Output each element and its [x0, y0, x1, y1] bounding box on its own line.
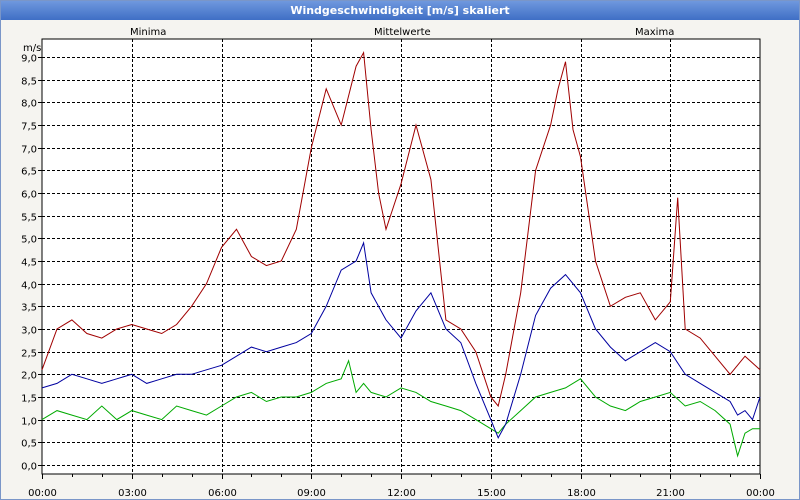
y-tick-label: 5,5	[21, 213, 37, 224]
y-tick-label: 4,5	[21, 258, 37, 269]
x-tick-time: 15:00	[477, 488, 506, 498]
x-tick-time: 09:00	[297, 488, 326, 498]
y-tick-label: 9,0	[21, 54, 37, 65]
y-tick-label: 6,0	[21, 190, 37, 201]
y-tick-label: 2,0	[21, 371, 37, 382]
legend-minima: Minima	[130, 27, 166, 38]
x-tick-time: 21:00	[656, 488, 685, 498]
grid	[42, 39, 760, 474]
x-tick-time: 12:00	[387, 488, 416, 498]
y-axis-label: m/s	[23, 43, 41, 54]
y-axis: 9,0 8,5 8,0 7,5 7,0 6,5 6,0 5,5 5,0 4,5 4,0 3,5 3,0 2…	[21, 54, 42, 473]
legend-mittelwerte: Mittelwerte	[374, 27, 431, 38]
x-tick-time: 00:00	[28, 488, 57, 498]
x-tick-time: 06:00	[208, 488, 237, 498]
y-tick-label: 6,5	[21, 167, 37, 178]
series-line-mittelwerte	[41, 241, 761, 439]
y-tick-label: 8,5	[21, 77, 37, 88]
y-tick-label: 4,0	[21, 281, 37, 292]
y-tick-label: 2,5	[21, 349, 37, 360]
y-tick-label: 0,0	[21, 462, 37, 473]
y-tick-label: 3,5	[21, 303, 37, 314]
x-tick-time: 03:00	[118, 488, 147, 498]
y-tick-label: 1,0	[21, 417, 37, 428]
y-tick-label: 8,0	[21, 99, 37, 110]
x-axis: 00:0018.08.1303:0018.08.1306:0018.08.130…	[28, 474, 775, 498]
window-title: Windgeschwindigkeit [m/s] skaliert	[1, 1, 799, 20]
series-line-maxima	[41, 50, 761, 408]
y-tick-label: 7,5	[21, 122, 37, 133]
chart-svg: 9,0 8,5 8,0 7,5 7,0 6,5 6,0 5,5 5,0 4,5 4,0 3,5 3,0 2…	[21, 27, 775, 498]
series-lines	[41, 50, 761, 458]
y-tick-label: 7,0	[21, 145, 37, 156]
y-tick-label: 3,0	[21, 326, 37, 337]
x-tick-time: 00:00	[746, 488, 775, 498]
series-line-minima	[41, 359, 760, 458]
y-tick-label: 5,0	[21, 235, 37, 246]
y-tick-label: 1,5	[21, 394, 37, 405]
legend-maxima: Maxima	[635, 27, 674, 38]
y-tick-label: 0,5	[21, 439, 37, 450]
x-tick-time: 18:00	[567, 488, 596, 498]
